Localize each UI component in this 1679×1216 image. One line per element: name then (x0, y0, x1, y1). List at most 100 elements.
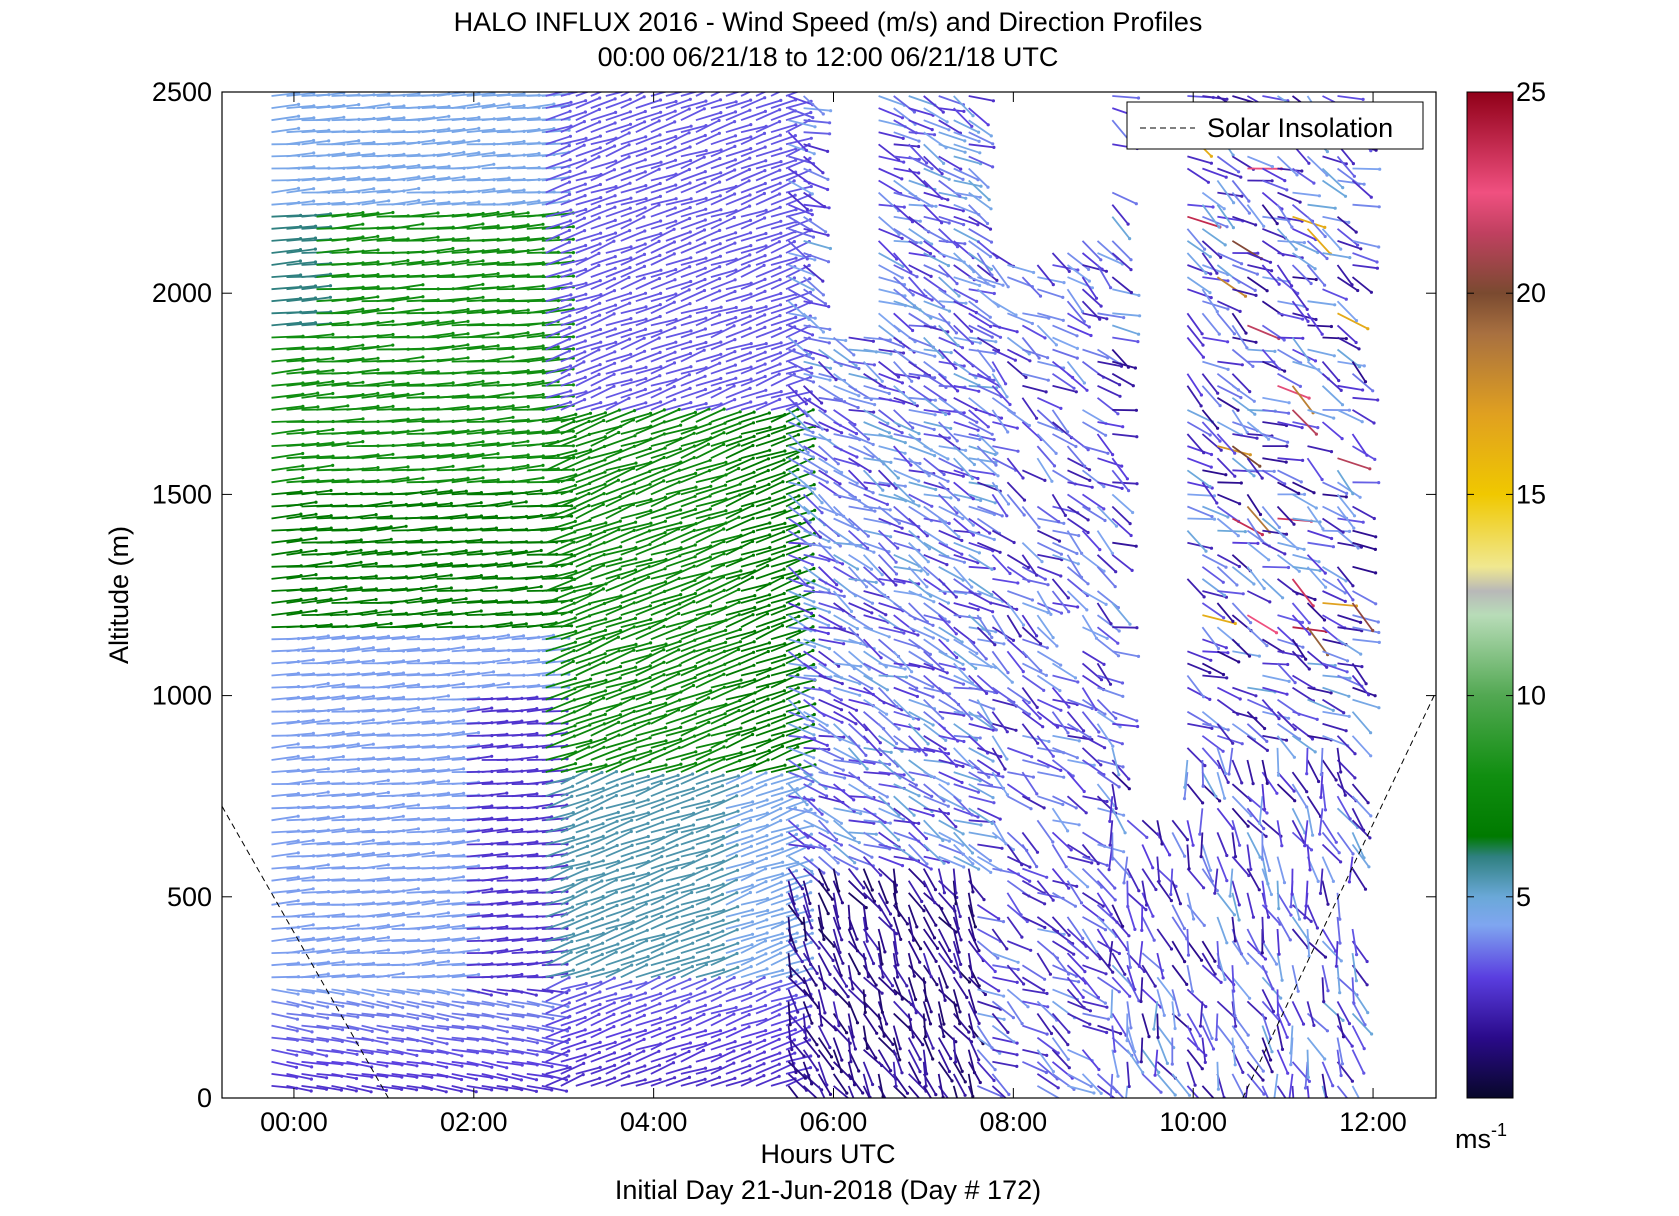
wind-vector (346, 962, 374, 967)
wind-vector (331, 852, 359, 858)
wind-vector-head (614, 890, 619, 894)
wind-vector-head (719, 171, 723, 175)
wind-vector-head (628, 169, 632, 173)
wind-vector-head (539, 548, 543, 553)
wind-vector-head (301, 451, 305, 456)
wind-vector (376, 393, 409, 399)
wind-vector-head (421, 441, 425, 445)
wind-vector-head (391, 236, 395, 240)
wind-vector-head (386, 647, 391, 651)
wind-vector (331, 539, 362, 544)
wind-vector-head (421, 295, 425, 299)
wind-vector (665, 883, 694, 894)
wind-vector-head (417, 186, 421, 191)
wind-vector-head (401, 682, 405, 686)
wind-vector-head (613, 121, 617, 125)
wind-vector (271, 755, 299, 761)
wind-vector-head (706, 930, 710, 935)
wind-vector-head (451, 319, 455, 323)
wind-vector (361, 380, 394, 387)
wind-vector-head (526, 463, 530, 468)
wind-vector (436, 854, 464, 858)
wind-vector (301, 428, 333, 435)
wind-vector (421, 562, 452, 568)
wind-vector-head (644, 377, 648, 381)
wind-vector-head (643, 206, 647, 210)
wind-vector-head (673, 1015, 677, 1020)
wind-vector (301, 1000, 328, 1008)
wind-vector-head (359, 538, 363, 542)
wind-vector-head (421, 428, 425, 432)
wind-vector-head (618, 676, 622, 680)
wind-vector-head (509, 610, 513, 614)
wind-vector (361, 129, 389, 134)
wind-vector-head (732, 1061, 736, 1065)
wind-vector-head (505, 827, 509, 831)
wind-vector (301, 863, 329, 870)
wind-vector-head (691, 882, 695, 886)
wind-vector-head (417, 198, 421, 202)
wind-vector-head (519, 1078, 524, 1082)
wind-vector-head (346, 272, 350, 276)
wind-vector (421, 176, 449, 182)
wind-vector-head (374, 597, 378, 602)
wind-vector-head (618, 688, 622, 692)
wind-vector (346, 817, 374, 822)
wind-vector-head (387, 199, 391, 203)
wind-vector (361, 307, 393, 315)
wind-vector (271, 792, 299, 798)
wind-vector (560, 457, 590, 472)
wind-vector (331, 695, 359, 701)
wind-vector (421, 320, 454, 327)
wind-vector (331, 1073, 357, 1080)
wind-vector-head (436, 235, 440, 239)
wind-vector-head (585, 916, 589, 920)
wind-vector-head (689, 256, 693, 260)
wind-vector (301, 262, 331, 266)
wind-vector (271, 988, 299, 995)
wind-vector-head (505, 1030, 509, 1034)
wind-vector-head (629, 378, 633, 382)
wind-vector-head (707, 733, 711, 737)
wind-vector-head (361, 440, 365, 444)
wind-vector-head (689, 124, 693, 128)
wind-vector-head (505, 864, 509, 868)
wind-vector (316, 635, 344, 641)
wind-vector-head (690, 965, 695, 969)
wind-vector-head (391, 452, 395, 456)
wind-vector-head (434, 609, 438, 613)
wind-vector (695, 387, 721, 399)
wind-vector-head (313, 247, 317, 251)
wind-vector-head (688, 314, 692, 318)
wind-vector-head (689, 158, 693, 163)
wind-vector (316, 381, 349, 387)
wind-vector-head (598, 1040, 602, 1044)
wind-vector (376, 815, 404, 822)
wind-vector (346, 609, 377, 616)
wind-vector (286, 732, 314, 737)
wind-vector (346, 936, 374, 942)
wind-vector (286, 297, 316, 303)
wind-vector-head (634, 665, 638, 669)
wind-vector-head (329, 514, 333, 518)
wind-vector-head (386, 992, 390, 997)
wind-vector (436, 1012, 463, 1020)
wind-vector-head (386, 778, 390, 783)
wind-vector-head (296, 742, 300, 746)
wind-vector (436, 429, 469, 435)
wind-vector-head (586, 967, 590, 971)
wind-vector-head (688, 216, 692, 221)
wind-vector-head (658, 314, 662, 319)
wind-vector (346, 187, 374, 194)
wind-vector (436, 840, 464, 846)
wind-vector-head (588, 411, 593, 415)
wind-vector (421, 988, 449, 995)
wind-vector (665, 726, 697, 737)
wind-vector (436, 792, 464, 798)
wind-vector-head (374, 574, 378, 578)
wind-vector-head (723, 483, 728, 487)
wind-vector (421, 141, 449, 146)
wind-vector-head (602, 722, 607, 726)
wind-vector (301, 177, 329, 182)
wind-vector (331, 223, 363, 230)
